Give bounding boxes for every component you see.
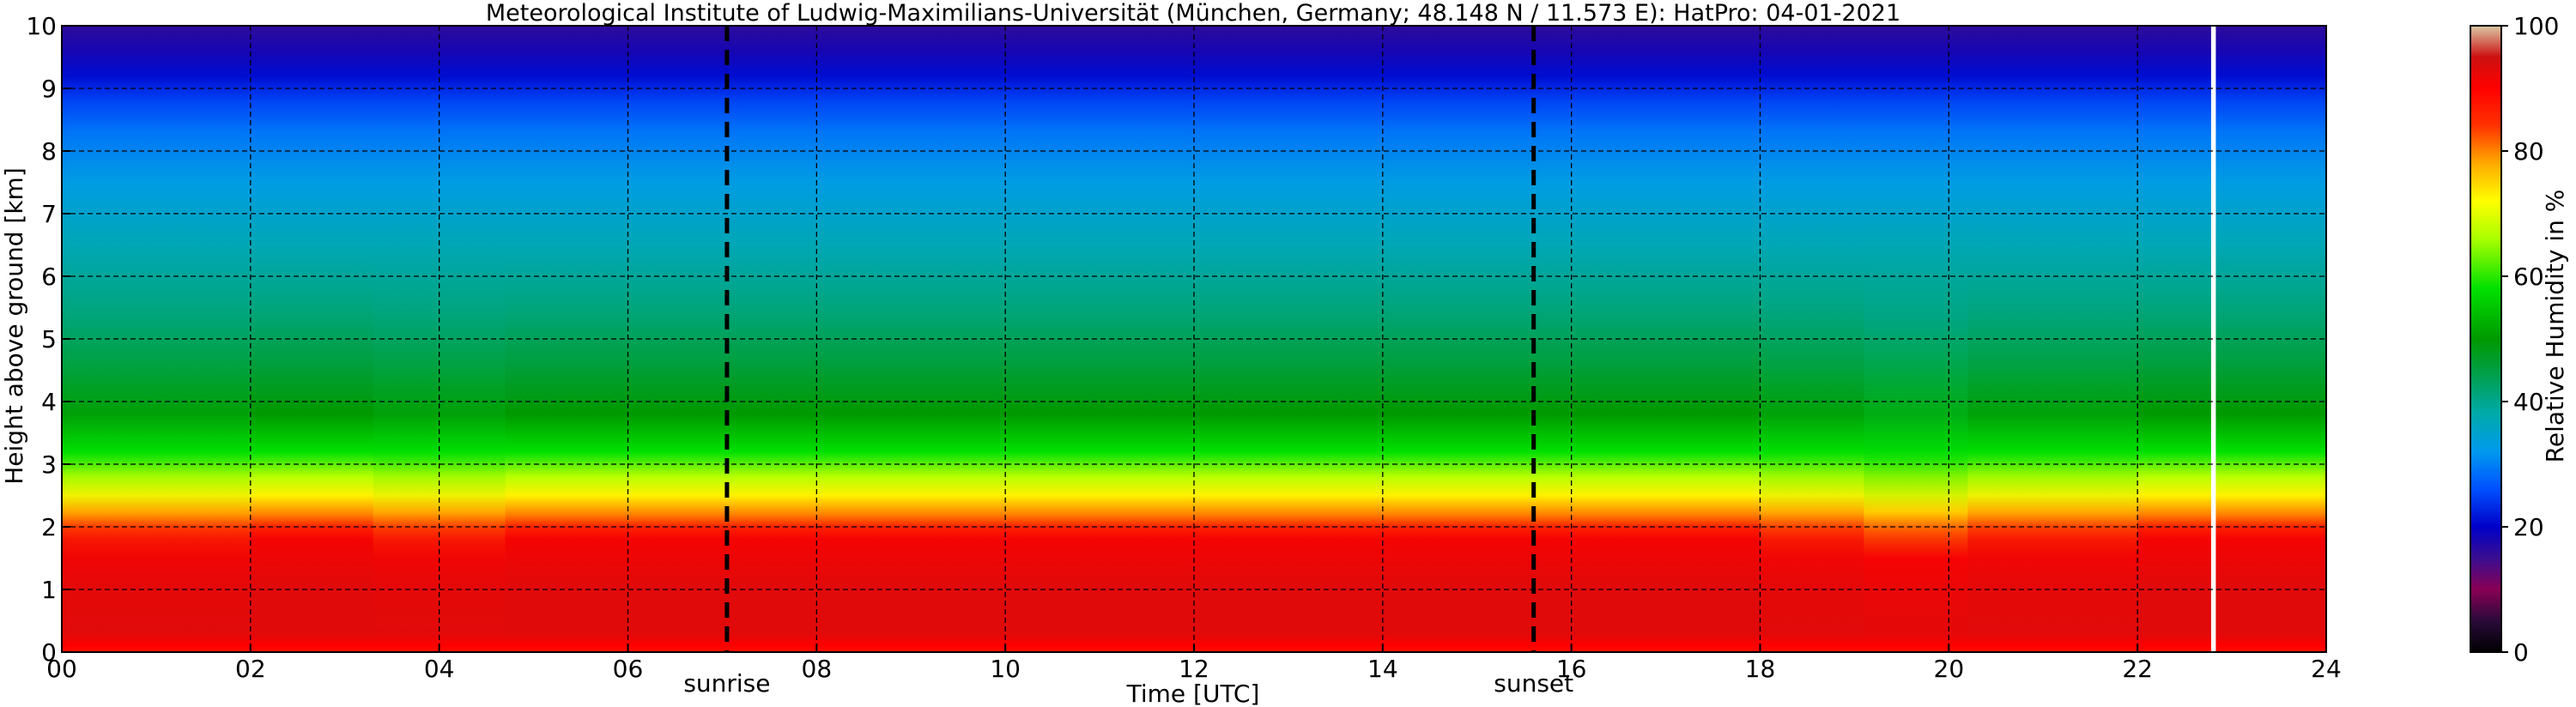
x-tick-label-8: 16 xyxy=(1556,655,1587,683)
y-axis-label: Height above ground [km] xyxy=(0,167,28,485)
colorbar-label: Relative Humidity in % xyxy=(2541,190,2569,463)
grid xyxy=(62,26,2326,652)
x-tick-label-5: 10 xyxy=(990,655,1021,683)
sunset-label: sunset xyxy=(1494,669,1573,698)
y-tick-label-7: 7 xyxy=(41,200,57,228)
y-tick-label-2: 2 xyxy=(41,513,57,541)
x-tick-label-0: 00 xyxy=(46,655,77,683)
x-tick-label-3: 06 xyxy=(613,655,644,683)
x-axis-label: Time [UTC] xyxy=(1126,680,1260,707)
y-tick-label-0: 0 xyxy=(41,638,57,667)
x-tick-label-6: 12 xyxy=(1179,655,1209,683)
y-tick-label-8: 8 xyxy=(41,137,57,166)
colorbar: 0 20 40 60 80 100 Relative Humidity in % xyxy=(2470,12,2569,667)
moist-period-3 xyxy=(1864,226,1968,652)
moist-period-0 xyxy=(62,226,251,652)
colorbar-tick-label-1: 20 xyxy=(2513,513,2544,541)
y-tick-label-9: 9 xyxy=(41,75,57,103)
x-tick-label-12: 24 xyxy=(2311,655,2342,683)
y-tick-label-6: 6 xyxy=(41,263,57,291)
sunrise-label: sunrise xyxy=(683,669,770,698)
x-tick-label-9: 18 xyxy=(1745,655,1776,683)
x-tick-label-2: 04 xyxy=(424,655,455,683)
x-tick-label-7: 14 xyxy=(1367,655,1398,683)
chart-title: Meteorological Institute of Ludwig-Maxim… xyxy=(486,0,1900,27)
colorbar-tick-label-4: 80 xyxy=(2513,137,2544,166)
colorbar-tick-label-2: 40 xyxy=(2513,388,2544,416)
y-tick-label-3: 3 xyxy=(41,450,57,479)
x-tick-label-1: 02 xyxy=(235,655,266,683)
colorbar-tick-label-0: 0 xyxy=(2513,638,2529,667)
colorbar-tick-label-5: 100 xyxy=(2513,12,2559,40)
y-tick-label-5: 5 xyxy=(41,325,57,354)
x-tick-label-11: 22 xyxy=(2122,655,2153,683)
x-tick-label-4: 08 xyxy=(802,655,833,683)
no-data-gap-0 xyxy=(2210,26,2216,652)
x-tick-label-10: 20 xyxy=(1934,655,1965,683)
y-tick-label-4: 4 xyxy=(41,388,57,416)
colorbar-tick-label-3: 60 xyxy=(2513,263,2544,291)
y-tick-label-1: 1 xyxy=(41,576,57,604)
colorbar-scale xyxy=(2470,25,2502,653)
y-tick-label-10: 10 xyxy=(26,12,57,40)
